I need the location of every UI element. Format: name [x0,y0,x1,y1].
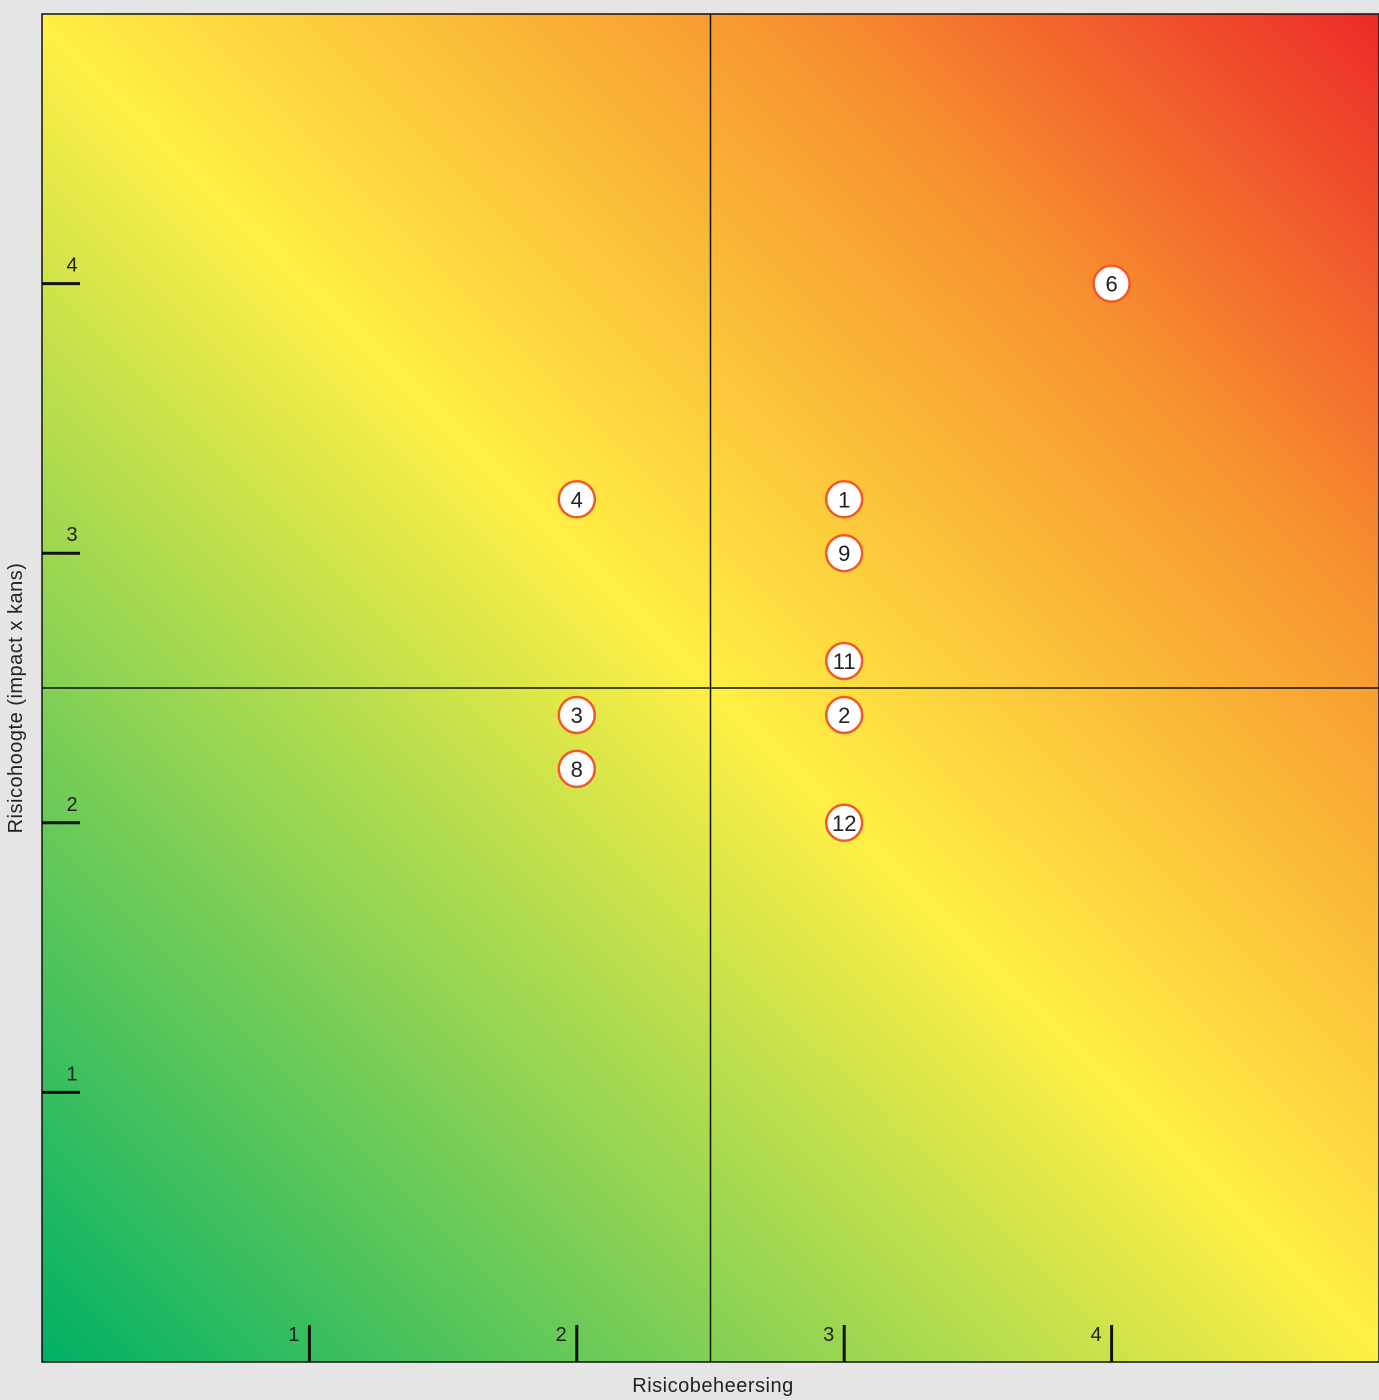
y-tick-label: 2 [66,794,77,816]
y-axis-ticks: 1 2 3 4 [42,255,80,1094]
risk-point-marker [557,480,597,519]
risk-point-11: 11 [824,641,864,681]
risk-point-marker [824,480,864,519]
risk-point-label: 3 [571,703,583,728]
x-axis-title: Risicobeheersing [632,1375,793,1397]
risk-point-12: 12 [824,803,864,843]
y-tick-label: 3 [66,524,77,546]
risk-point-3: 3 [557,695,597,735]
risk-point-label: 11 [833,649,856,674]
y-tick-label: 1 [66,1063,77,1085]
risk-point-marker [824,533,864,573]
risk-point-2: 2 [824,695,864,735]
risk-point-label: 6 [1105,272,1117,297]
risk-point-marker [1092,264,1131,303]
risk-point-1: 1 [824,480,864,519]
y-tick-label: 4 [66,255,77,277]
risk-point-marker [824,803,864,843]
risk-point-marker [557,695,597,735]
risk-point-8: 8 [557,749,597,789]
risk-point-4: 4 [557,480,597,519]
x-tick-label: 1 [288,1324,299,1346]
x-axis-ticks: 1 2 3 4 [288,1324,1114,1362]
risk-point-marker [824,641,864,681]
risk-point-6: 6 [1092,264,1131,303]
risk-point-label: 12 [832,811,856,836]
y-axis-title: Risicohoogte (impact x kans) [5,563,27,834]
risk-point-label: 4 [571,487,583,512]
risk-point-marker [557,749,597,789]
risk-point-label: 2 [838,703,850,728]
x-tick-label: 3 [823,1324,834,1346]
risk-point-marker [824,695,864,735]
x-tick-label: 2 [556,1324,567,1346]
risk-point-label: 8 [571,757,583,782]
risk-point-label: 1 [838,487,850,512]
x-tick-label: 4 [1090,1324,1101,1346]
risk-point-label: 9 [838,541,850,566]
risk-point-9: 9 [824,533,864,573]
